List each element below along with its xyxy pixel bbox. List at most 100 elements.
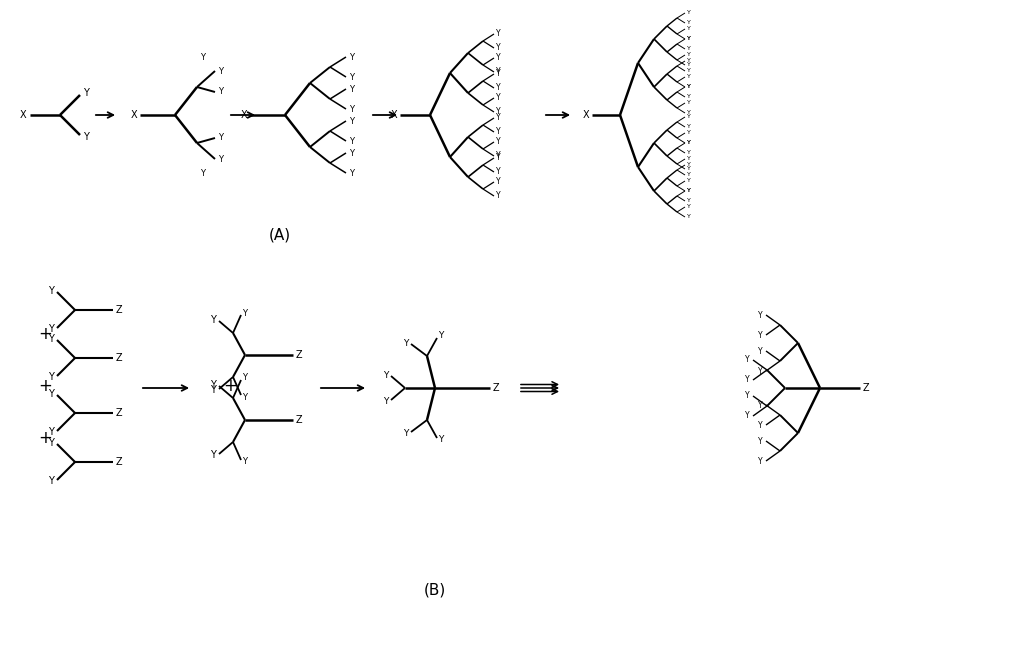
Text: Y: Y xyxy=(496,30,500,39)
Text: +: + xyxy=(38,377,52,395)
Text: Y: Y xyxy=(746,412,750,421)
Text: Y: Y xyxy=(758,330,763,339)
Text: Y: Y xyxy=(496,83,500,92)
Text: Y: Y xyxy=(687,141,691,146)
Text: Z: Z xyxy=(296,350,303,360)
Text: Y: Y xyxy=(687,59,691,63)
Text: Y: Y xyxy=(746,355,750,364)
Text: Y: Y xyxy=(496,192,500,201)
Text: Y: Y xyxy=(349,72,354,81)
Text: Y: Y xyxy=(496,154,500,163)
Text: Y: Y xyxy=(687,26,691,32)
Text: Y: Y xyxy=(210,450,216,460)
Text: Y: Y xyxy=(49,334,54,344)
Text: X: X xyxy=(240,110,247,120)
Text: Z: Z xyxy=(116,408,123,418)
Text: Y: Y xyxy=(496,137,500,146)
Text: Y: Y xyxy=(758,457,763,466)
Text: Y: Y xyxy=(687,95,691,99)
Text: Y: Y xyxy=(687,166,691,172)
Text: X: X xyxy=(391,110,397,120)
Text: +: + xyxy=(38,429,52,447)
Text: Y: Y xyxy=(687,179,691,183)
Text: Y: Y xyxy=(687,141,691,146)
Text: X: X xyxy=(20,110,26,120)
Text: Y: Y xyxy=(496,128,500,137)
Text: Y: Y xyxy=(218,155,223,163)
Text: X: X xyxy=(582,110,589,120)
Text: Y: Y xyxy=(349,117,354,126)
Text: Y: Y xyxy=(218,66,223,75)
Text: Y: Y xyxy=(49,476,54,486)
Text: Z: Z xyxy=(116,353,123,363)
Text: X: X xyxy=(130,110,136,120)
Text: Y: Y xyxy=(496,43,500,52)
Text: Y: Y xyxy=(349,137,354,146)
Text: Y: Y xyxy=(349,52,354,61)
Text: Y: Y xyxy=(218,88,223,97)
Text: Y: Y xyxy=(49,372,54,382)
Text: Y: Y xyxy=(687,115,691,119)
Text: Y: Y xyxy=(687,204,691,210)
Text: Y: Y xyxy=(210,380,216,390)
Text: Y: Y xyxy=(210,315,216,325)
Text: Y: Y xyxy=(496,177,500,186)
Text: Y: Y xyxy=(349,84,354,94)
Text: Z: Z xyxy=(296,415,303,425)
Text: Y: Y xyxy=(496,70,500,79)
Text: Y: Y xyxy=(687,110,691,115)
Text: Y: Y xyxy=(83,132,89,142)
Text: +: + xyxy=(223,377,237,395)
Text: Y: Y xyxy=(438,435,444,444)
Text: (B): (B) xyxy=(424,582,446,597)
Text: Y: Y xyxy=(496,152,500,161)
Text: Y: Y xyxy=(49,427,54,437)
Text: Y: Y xyxy=(687,63,691,68)
Text: Y: Y xyxy=(49,389,54,399)
Text: (A): (A) xyxy=(269,228,291,243)
Text: Y: Y xyxy=(242,393,247,401)
Text: Y: Y xyxy=(746,392,750,401)
Text: Y: Y xyxy=(687,163,691,168)
Text: Y: Y xyxy=(758,421,763,430)
Text: Y: Y xyxy=(496,94,500,103)
Text: Z: Z xyxy=(116,457,123,467)
Text: Y: Y xyxy=(210,385,216,395)
Text: Y: Y xyxy=(687,172,691,177)
Text: Y: Y xyxy=(758,310,763,319)
Text: Y: Y xyxy=(83,88,89,98)
Text: Y: Y xyxy=(438,332,444,341)
Text: Y: Y xyxy=(349,168,354,177)
Text: Y: Y xyxy=(402,339,408,348)
Text: Y: Y xyxy=(687,68,691,74)
Text: Y: Y xyxy=(49,324,54,334)
Text: Y: Y xyxy=(687,157,691,161)
Text: Y: Y xyxy=(687,84,691,90)
Text: Y: Y xyxy=(496,54,500,63)
Text: Y: Y xyxy=(49,438,54,448)
Text: Y: Y xyxy=(496,168,500,177)
Text: +: + xyxy=(38,325,52,343)
Text: Y: Y xyxy=(242,373,247,382)
Text: Y: Y xyxy=(687,215,691,219)
Text: Y: Y xyxy=(49,286,54,296)
Text: Y: Y xyxy=(687,150,691,155)
Text: Y: Y xyxy=(402,428,408,437)
Text: Y: Y xyxy=(758,346,763,355)
Text: Y: Y xyxy=(496,68,500,77)
Text: Y: Y xyxy=(687,10,691,15)
Text: Y: Y xyxy=(687,37,691,41)
Text: Y: Y xyxy=(218,134,223,143)
Text: Y: Y xyxy=(242,308,247,317)
Text: Y: Y xyxy=(200,52,205,61)
Text: Y: Y xyxy=(349,148,354,157)
Text: Y: Y xyxy=(242,457,247,466)
Text: Z: Z xyxy=(863,383,870,393)
Text: Y: Y xyxy=(687,46,691,52)
Text: Y: Y xyxy=(496,108,500,117)
Text: Y: Y xyxy=(687,21,691,26)
Text: Y: Y xyxy=(758,401,763,410)
Text: Y: Y xyxy=(383,397,388,406)
Text: Y: Y xyxy=(758,366,763,375)
Text: Y: Y xyxy=(687,188,691,193)
